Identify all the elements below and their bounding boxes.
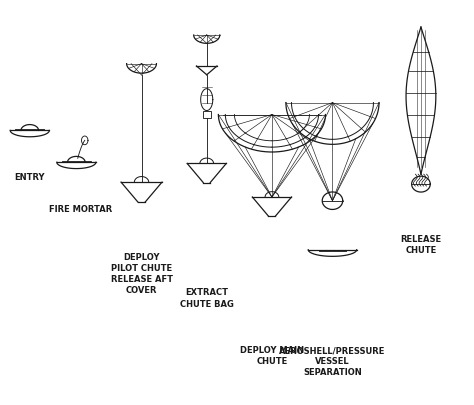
Text: ENTRY: ENTRY	[15, 173, 45, 182]
Text: RELEASE
CHUTE: RELEASE CHUTE	[401, 234, 441, 254]
Bar	[202, 112, 211, 118]
Text: DEPLOY
PILOT CHUTE
RELEASE AFT
COVER: DEPLOY PILOT CHUTE RELEASE AFT COVER	[110, 252, 173, 294]
Text: AEROSHELL/PRESSURE
VESSEL
SEPARATION: AEROSHELL/PRESSURE VESSEL SEPARATION	[279, 345, 386, 376]
Text: FIRE MORTAR: FIRE MORTAR	[49, 205, 113, 213]
Text: EXTRACT
CHUTE BAG: EXTRACT CHUTE BAG	[180, 288, 234, 308]
Text: DEPLOY MAIN
CHUTE: DEPLOY MAIN CHUTE	[240, 345, 304, 365]
